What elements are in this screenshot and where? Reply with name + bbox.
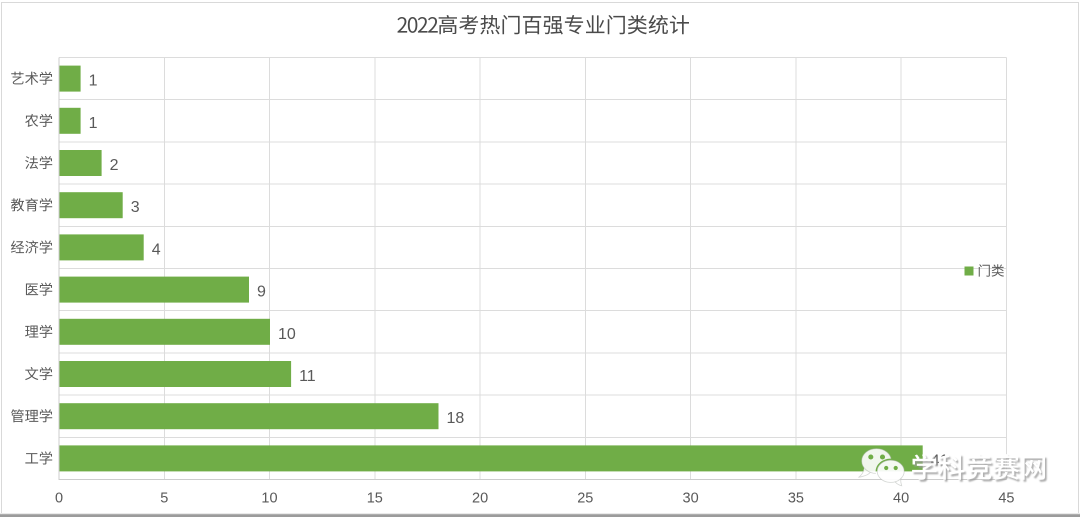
svg-text:10: 10 [261,490,277,506]
svg-text:9: 9 [257,284,266,301]
svg-text:1: 1 [89,73,98,90]
svg-text:10: 10 [278,326,296,343]
svg-text:25: 25 [577,490,593,506]
svg-text:3: 3 [131,199,140,216]
svg-text:40: 40 [893,490,909,506]
svg-text:0: 0 [55,490,63,506]
svg-text:4: 4 [152,241,161,258]
svg-text:1: 1 [89,115,98,132]
svg-text:5: 5 [160,490,168,506]
svg-text:20: 20 [472,490,488,506]
svg-text:35: 35 [788,490,804,506]
svg-text:2: 2 [110,157,119,174]
svg-text:45: 45 [998,490,1014,506]
svg-text:11: 11 [299,368,316,385]
svg-text:18: 18 [447,410,465,427]
svg-text:15: 15 [367,490,383,506]
svg-text:30: 30 [683,490,699,506]
